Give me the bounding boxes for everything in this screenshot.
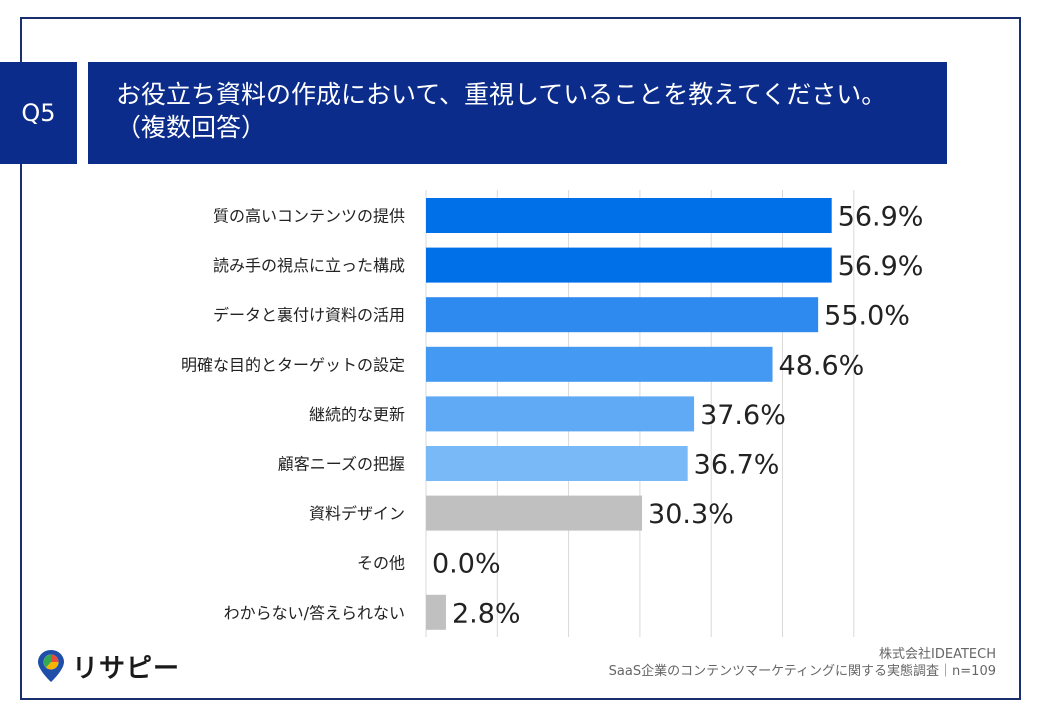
bar [426, 396, 695, 432]
data-label: 48.6% [779, 350, 865, 381]
category-label: その他 [357, 554, 405, 573]
category-label: 明確な目的とターゲットの設定 [181, 355, 405, 374]
data-label: 56.9% [838, 251, 924, 282]
data-label: 55.0% [824, 301, 910, 332]
category-label: 顧客ニーズの把握 [278, 455, 405, 474]
category-label: データと裏付け資料の活用 [213, 306, 405, 325]
bar [426, 594, 446, 630]
question-title-line1: お役立ち資料の作成において、重視していることを教えてください。 [116, 80, 887, 109]
location-pin-icon [38, 650, 64, 682]
question-number-badge: Q5 [0, 62, 77, 164]
bar [426, 297, 819, 333]
question-title-banner: お役立ち資料の作成において、重視していることを教えてください。 （複数回答） [88, 62, 947, 164]
category-label: 質の高いコンテンツの提供 [213, 207, 405, 226]
bar [426, 495, 643, 531]
category-label: 読み手の視点に立った構成 [213, 256, 405, 275]
data-label: 37.6% [700, 400, 786, 431]
category-label: わからない/答えられない [224, 603, 405, 622]
source-company: 株式会社IDEATECH [879, 647, 996, 662]
data-label: 2.8% [452, 598, 521, 629]
bar [426, 346, 773, 382]
source-survey: SaaS企業のコンテンツマーケティングに関する実態調査｜n=109 [608, 664, 996, 679]
source-note: 株式会社IDEATECH SaaS企業のコンテンツマーケティングに関する実態調査… [609, 646, 996, 680]
data-label: 56.9% [838, 202, 924, 233]
category-label: 継続的な更新 [309, 405, 405, 424]
bar [426, 446, 688, 481]
question-title-line2: （複数回答） [116, 113, 267, 142]
data-label: 36.7% [694, 450, 780, 481]
question-number: Q5 [21, 99, 56, 127]
data-label: 0.0% [432, 549, 501, 580]
bar [426, 247, 832, 283]
data-label: 30.3% [648, 499, 734, 530]
brand-logo: リサピー [36, 648, 180, 684]
category-label: 資料デザイン [309, 504, 405, 523]
bar [426, 198, 832, 233]
logo-text: リサピー [72, 653, 181, 684]
